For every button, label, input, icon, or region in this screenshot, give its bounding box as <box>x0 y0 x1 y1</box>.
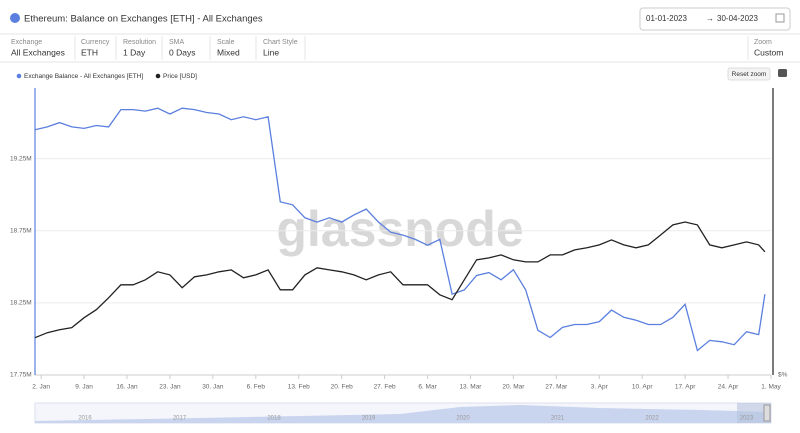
x-tick-label: 20. Feb <box>331 384 353 391</box>
control-value[interactable]: Mixed <box>217 47 240 57</box>
legend-label[interactable]: Price [USD] <box>163 73 197 80</box>
camera-icon[interactable] <box>778 69 787 77</box>
arrow: → <box>706 14 714 23</box>
x-tick-label: 13. Feb <box>288 384 310 391</box>
x-tick-label: 6. Feb <box>247 384 266 391</box>
x-tick-label: 16. Jan <box>116 384 138 391</box>
control-value[interactable]: 0 Days <box>169 47 195 57</box>
x-tick-label: 10. Apr <box>632 384 653 391</box>
legend-marker <box>155 73 161 79</box>
title: Ethereum: Balance on Exchanges [ETH] - A… <box>24 14 263 25</box>
navigator-year: 2017 <box>173 416 187 422</box>
control-label: Currency <box>81 39 110 46</box>
x-tick-label: 17. Apr <box>675 384 696 391</box>
logo <box>10 13 20 23</box>
series-line <box>34 221 766 339</box>
navigator-handle[interactable] <box>763 404 771 422</box>
x-tick-label: 2. Jan <box>32 384 50 391</box>
navigator-window[interactable] <box>737 403 771 423</box>
navigator-year: 2020 <box>456 416 470 422</box>
control-label: Chart Style <box>263 39 298 46</box>
x-tick-label: 6. Mar <box>418 384 437 391</box>
watermark: glassnode <box>276 201 523 257</box>
control-value[interactable]: Custom <box>754 47 783 57</box>
date-from: 01-01-2023 <box>646 14 687 23</box>
x-tick-label: 27. Mar <box>545 384 568 391</box>
y-tick-label: 19.25M <box>10 155 32 162</box>
reset-zoom: Reset zoom <box>732 71 767 78</box>
date-range[interactable] <box>639 7 791 31</box>
x-tick-label: 13. Mar <box>459 384 482 391</box>
y-tick-label: 17.75M <box>10 372 32 379</box>
series-line <box>34 107 766 352</box>
navigator-year: 2021 <box>551 416 565 422</box>
navigator-area <box>35 405 771 423</box>
x-tick-label: 23. Jan <box>159 384 181 391</box>
control-label: Resolution <box>123 39 156 46</box>
control-value[interactable]: All Exchanges <box>11 47 65 57</box>
control-label: Scale <box>217 39 235 46</box>
y-tick-label: 18.25M <box>10 300 32 307</box>
navigator-year: 2016 <box>78 416 92 422</box>
navigator-year: 2019 <box>362 416 376 422</box>
x-tick-label: 1. May <box>761 384 781 391</box>
control-value[interactable]: 1 Day <box>123 47 146 57</box>
reset-zoom-button[interactable] <box>727 67 771 81</box>
date-to: 30-04-2023 <box>717 14 758 23</box>
legend-label[interactable]: Exchange Balance - All Exchanges [ETH] <box>24 73 143 80</box>
control-value[interactable]: Line <box>263 47 279 57</box>
control-label: Zoom <box>754 39 772 46</box>
calendar-icon <box>775 13 785 23</box>
y-tick-label: 18.75M <box>10 227 32 234</box>
navigator-year: 2018 <box>267 416 281 422</box>
x-tick-label: 20. Mar <box>502 384 525 391</box>
y2-label: $% <box>778 372 788 379</box>
navigator-year: 2022 <box>645 416 659 422</box>
legend-marker <box>16 73 22 79</box>
x-tick-label: 9. Jan <box>75 384 93 391</box>
control-value[interactable]: ETH <box>81 47 98 57</box>
x-tick-label: 3. Apr <box>591 384 609 391</box>
x-tick-label: 27. Feb <box>374 384 396 391</box>
x-tick-label: 30. Jan <box>202 384 224 391</box>
x-tick-label: 24. Apr <box>718 384 739 391</box>
control-label: Exchange <box>11 39 42 46</box>
navigator-year: 2023 <box>740 416 754 422</box>
control-label: SMA <box>169 39 185 46</box>
